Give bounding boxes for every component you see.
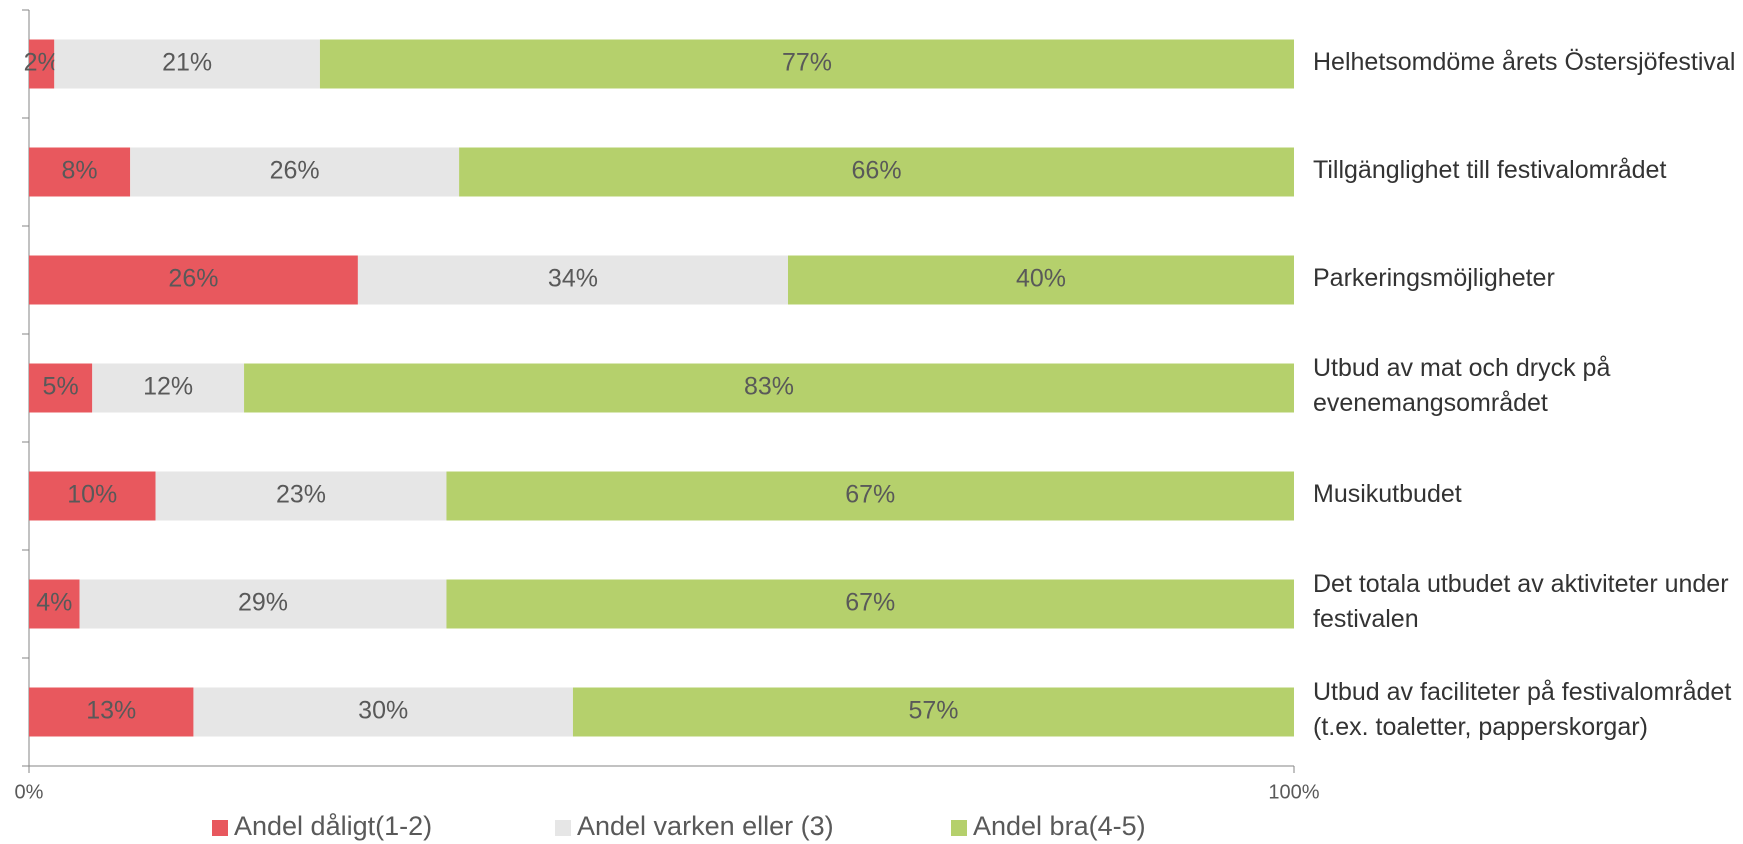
data-label: 57% bbox=[908, 697, 958, 725]
data-label: 66% bbox=[852, 157, 902, 185]
data-label: 67% bbox=[845, 589, 895, 617]
bar-segment bbox=[29, 579, 80, 629]
bar-segment bbox=[446, 579, 1294, 629]
data-label: 23% bbox=[276, 481, 326, 509]
data-label: 2% bbox=[24, 49, 60, 77]
bar-segment bbox=[788, 255, 1294, 305]
bar-segment bbox=[79, 579, 447, 629]
legend-swatch bbox=[951, 820, 967, 836]
category-label: Det totala utbudet av aktiviteter under … bbox=[1313, 570, 1729, 633]
bar-segment bbox=[29, 363, 93, 413]
bar-segment bbox=[92, 363, 245, 413]
bar-segment bbox=[29, 147, 131, 197]
data-label: 12% bbox=[143, 373, 193, 401]
data-label: 26% bbox=[168, 265, 218, 293]
data-label: 77% bbox=[782, 49, 832, 77]
legend-label: Andel dåligt(1-2) bbox=[234, 811, 432, 841]
data-label: 40% bbox=[1016, 265, 1066, 293]
category-label: Utbud av faciliteter på festivalområdet … bbox=[1313, 678, 1732, 741]
bar-segment bbox=[155, 471, 447, 521]
data-label: 10% bbox=[67, 481, 117, 509]
data-label: 67% bbox=[845, 481, 895, 509]
bar-segment bbox=[29, 687, 194, 737]
category-label: Helhetsomdöme årets Östersjöfestival bbox=[1313, 47, 1736, 76]
bar-segment bbox=[193, 687, 573, 737]
legend-label: Andel varken eller (3) bbox=[577, 811, 834, 841]
x-tick-label: 0% bbox=[15, 781, 44, 803]
bar-segment bbox=[572, 687, 1294, 737]
bar-segment bbox=[29, 255, 358, 305]
category-label: Musikutbudet bbox=[1313, 479, 1462, 508]
bar-segment bbox=[446, 471, 1294, 521]
bar-segment bbox=[244, 363, 1294, 413]
legend-swatch bbox=[212, 820, 228, 836]
data-label: 30% bbox=[358, 697, 408, 725]
category-label: Parkeringsmöjligheter bbox=[1313, 263, 1555, 292]
category-label: Tillgänglighet till festivalområdet bbox=[1313, 155, 1667, 184]
bar-segment bbox=[54, 39, 320, 89]
data-label: 21% bbox=[162, 49, 212, 77]
bar-segment bbox=[459, 147, 1295, 197]
data-label: 4% bbox=[36, 589, 72, 617]
legend-swatch bbox=[555, 820, 571, 836]
data-label: 13% bbox=[86, 697, 136, 725]
bar-segment bbox=[319, 39, 1294, 89]
bar-segment bbox=[357, 255, 788, 305]
bar-segment bbox=[29, 471, 156, 521]
data-label: 34% bbox=[548, 265, 598, 293]
bar-segment bbox=[130, 147, 460, 197]
category-label: Utbud av mat och dryck på evenemangsområ… bbox=[1313, 354, 1611, 417]
legend-label: Andel bra(4-5) bbox=[973, 811, 1146, 841]
data-label: 26% bbox=[270, 157, 320, 185]
data-label: 8% bbox=[62, 157, 98, 185]
data-label: 83% bbox=[744, 373, 794, 401]
bar-segment bbox=[29, 39, 55, 89]
x-tick-label: 100% bbox=[1268, 781, 1319, 803]
data-label: 5% bbox=[43, 373, 79, 401]
data-label: 29% bbox=[238, 589, 288, 617]
